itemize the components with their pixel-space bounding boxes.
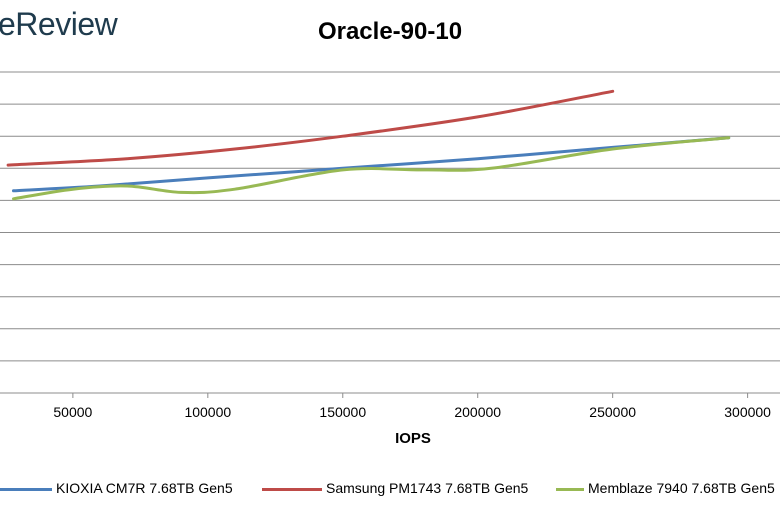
- series-lines: [6, 89, 731, 201]
- x-tick-label: 50000: [53, 404, 92, 420]
- legend-swatch-memblaze: [556, 487, 584, 491]
- legend-swatch-kioxia: [0, 487, 52, 491]
- legend: KIOXIA CM7R 7.68TB Gen5 Samsung PM1743 7…: [0, 480, 780, 504]
- legend-label-memblaze: Memblaze 7940 7.68TB Gen5: [588, 480, 775, 496]
- brand-logo: eReview: [0, 6, 118, 42]
- x-axis: [0, 392, 780, 398]
- legend-item-samsung: Samsung PM1743 7.68TB Gen5: [262, 480, 528, 496]
- x-tick-label: 100000: [184, 404, 231, 420]
- series-line-kioxia: [12, 136, 731, 193]
- x-tick-labels: 50000 100000 150000 200000 250000 300000: [53, 404, 771, 420]
- grid-lines: [0, 71, 780, 362]
- legend-label-kioxia: KIOXIA CM7R 7.68TB Gen5: [56, 480, 233, 496]
- x-tick-label: 300000: [724, 404, 771, 420]
- x-tick-label: 250000: [589, 404, 636, 420]
- legend-item-memblaze: Memblaze 7940 7.68TB Gen5: [556, 480, 775, 496]
- legend-item-kioxia: KIOXIA CM7R 7.68TB Gen5: [0, 480, 233, 496]
- x-tick-label: 200000: [454, 404, 501, 420]
- series-line-memblaze: [12, 136, 731, 201]
- series-line-samsung: [6, 89, 615, 167]
- legend-label-samsung: Samsung PM1743 7.68TB Gen5: [326, 480, 529, 496]
- chart-title: Oracle-90-10: [317, 18, 463, 45]
- x-tick-label: 150000: [319, 404, 366, 420]
- legend-swatch-samsung: [262, 487, 322, 491]
- x-axis-label: IOPS: [395, 430, 431, 447]
